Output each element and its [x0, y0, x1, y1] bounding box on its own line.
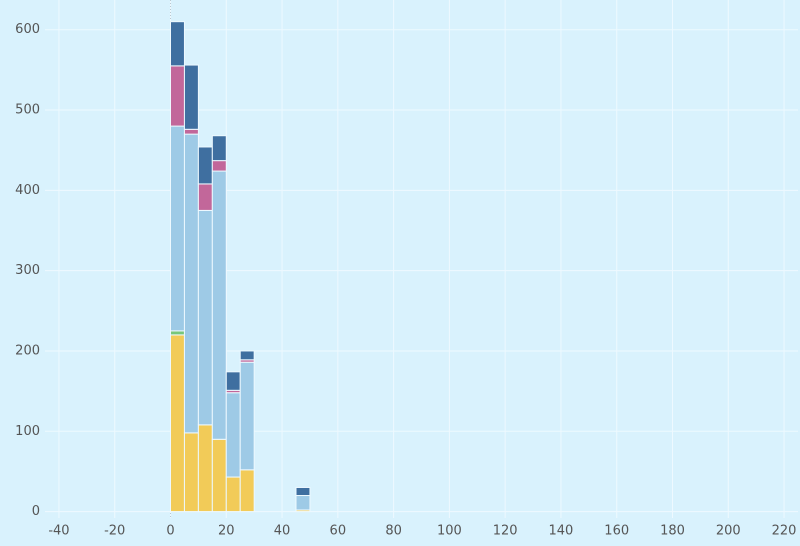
bar-segment	[197, 424, 213, 513]
x-tick-label: 100	[437, 524, 462, 539]
x-tick-label: 60	[330, 524, 347, 539]
bar-segment	[183, 133, 199, 434]
y-tick-label: 500	[15, 103, 40, 118]
y-tick-label: 600	[15, 22, 40, 37]
bar-segment	[170, 21, 185, 67]
bar-segment	[170, 330, 185, 336]
bar-segment	[197, 209, 213, 426]
bar-segment	[170, 65, 185, 127]
bar-segment	[211, 160, 227, 172]
bar-segment	[211, 135, 227, 162]
bar-segment	[225, 476, 241, 513]
x-tick-label: 0	[166, 524, 174, 539]
bar-segment	[170, 334, 185, 513]
bar-segment	[239, 361, 255, 471]
bar-segment	[239, 350, 255, 361]
bar-segment	[197, 146, 213, 185]
y-tick-label: 100	[15, 424, 40, 439]
bar-segment	[225, 392, 241, 478]
bar-segment	[295, 486, 311, 497]
bar-segment	[211, 438, 227, 513]
bar-segment	[183, 64, 199, 130]
x-tick-label: 180	[660, 524, 685, 539]
bar-segment	[183, 432, 199, 513]
x-tick-label: -20	[104, 524, 125, 539]
bar-segment	[225, 371, 241, 391]
x-tick-label: 120	[493, 524, 518, 539]
bar-segment	[197, 183, 213, 211]
x-tick-label: 80	[385, 524, 402, 539]
y-tick-label: 400	[15, 183, 40, 198]
bar-segment	[183, 128, 199, 135]
y-tick-label: 300	[15, 263, 40, 278]
x-tick-label: 40	[274, 524, 291, 539]
x-tick-label: 140	[549, 524, 574, 539]
x-tick-label: 220	[772, 524, 797, 539]
bar-segment	[295, 495, 311, 511]
y-tick-label: 0	[32, 504, 40, 519]
x-tick-label: 160	[604, 524, 629, 539]
bar-segment	[170, 125, 185, 332]
bar-segment	[239, 469, 255, 513]
bar-segment	[211, 170, 227, 440]
x-tick-label: 20	[218, 524, 235, 539]
x-tick-label: 200	[716, 524, 741, 539]
x-tick-label: -40	[48, 524, 69, 539]
y-tick-label: 200	[15, 343, 40, 358]
